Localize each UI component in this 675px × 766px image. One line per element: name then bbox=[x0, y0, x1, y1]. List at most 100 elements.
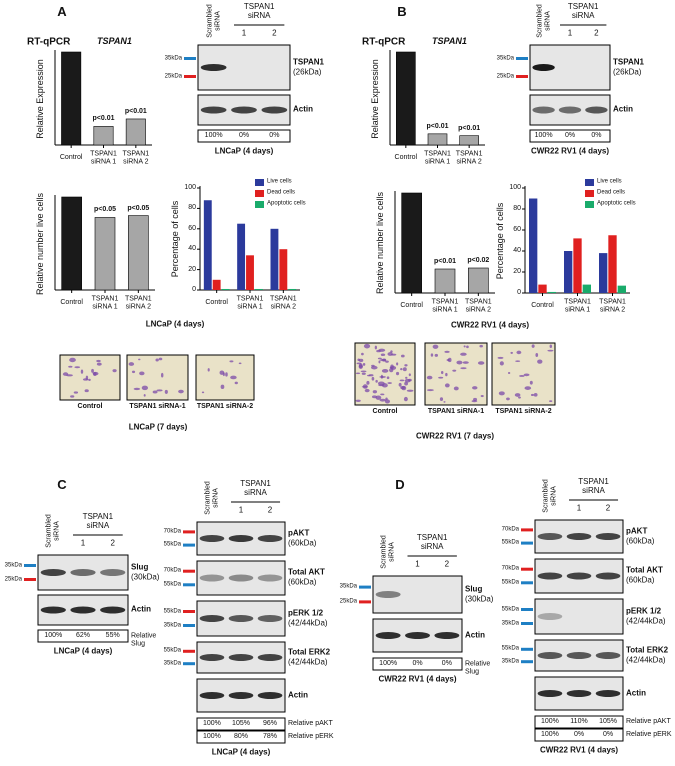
chart-caption: CWR22 RV1 (4 days) bbox=[450, 320, 530, 330]
image-label: Control bbox=[77, 403, 103, 411]
image-caption: CWR22 RV1 (7 days) bbox=[415, 431, 495, 441]
protein-size: (30kDa) bbox=[465, 594, 494, 604]
bar bbox=[434, 268, 456, 294]
quant-label: Relative pERK bbox=[626, 731, 672, 739]
band bbox=[200, 106, 227, 114]
lane-label: Scrambled siRNA bbox=[535, 4, 551, 38]
group-label: TSPAN1 siRNA bbox=[567, 2, 599, 20]
cell bbox=[523, 373, 530, 377]
protein-size: (42/44kDa) bbox=[626, 655, 666, 665]
cell bbox=[533, 393, 538, 397]
marker-label: 35kDa bbox=[496, 55, 514, 62]
lane-number: 2 bbox=[594, 28, 599, 38]
protein-label: pERK 1/2 bbox=[288, 608, 324, 618]
cell bbox=[379, 398, 386, 402]
lane-number: 1 bbox=[576, 503, 582, 513]
band bbox=[228, 654, 254, 661]
blot-row bbox=[196, 560, 286, 596]
protein-label: pAKT bbox=[626, 526, 648, 536]
marker-label: 25kDa bbox=[164, 73, 182, 80]
band bbox=[434, 632, 460, 639]
micrograph bbox=[126, 354, 189, 401]
cell bbox=[463, 345, 466, 348]
cell bbox=[549, 400, 553, 402]
lane-number: 2 bbox=[605, 503, 611, 513]
group-label: TSPAN1 siRNA bbox=[416, 533, 448, 551]
protein-size: (42/44kDa) bbox=[288, 618, 328, 628]
protein-size: (60kDa) bbox=[288, 538, 317, 548]
lane-number: 2 bbox=[110, 538, 115, 548]
cell bbox=[440, 371, 444, 375]
cell bbox=[158, 357, 163, 361]
legend-swatch bbox=[585, 190, 594, 197]
image-label: TSPAN1 siRNA-2 bbox=[196, 403, 254, 411]
quant-row bbox=[529, 129, 611, 143]
cell bbox=[360, 370, 367, 373]
band bbox=[585, 106, 608, 114]
cell bbox=[443, 401, 446, 403]
bar bbox=[538, 284, 547, 293]
band bbox=[228, 692, 254, 699]
bar bbox=[288, 288, 297, 290]
bar bbox=[468, 267, 489, 294]
blot-caption: CWR22 RV1 (4 days) bbox=[378, 674, 457, 684]
y-tick-label: 0 bbox=[192, 286, 196, 294]
quant-value: 0% bbox=[238, 132, 250, 140]
bar bbox=[94, 217, 116, 291]
cell bbox=[547, 349, 554, 352]
cell bbox=[143, 393, 146, 397]
cell bbox=[515, 360, 521, 362]
cell bbox=[452, 369, 457, 372]
protein-label: Slug bbox=[131, 562, 149, 572]
marker-label: 25kDa bbox=[339, 598, 357, 605]
cell bbox=[466, 345, 469, 349]
cell bbox=[514, 393, 521, 397]
quant-row bbox=[196, 717, 286, 731]
marker-label: 55kDa bbox=[501, 646, 519, 652]
micrograph bbox=[195, 354, 255, 401]
protein-label: pERK 1/2 bbox=[626, 606, 662, 616]
cell bbox=[524, 386, 532, 390]
cell bbox=[385, 397, 388, 401]
cell bbox=[155, 358, 159, 362]
cell bbox=[139, 371, 145, 376]
quant-row bbox=[534, 728, 624, 742]
micrograph bbox=[491, 342, 556, 406]
cell bbox=[390, 350, 393, 353]
cell bbox=[438, 376, 444, 379]
band bbox=[100, 569, 126, 576]
y-axis-label: Relative Expression bbox=[35, 58, 46, 139]
y-tick-label: 0 bbox=[517, 289, 521, 297]
cell bbox=[460, 367, 467, 370]
x-tick-label: Control bbox=[205, 299, 228, 307]
lane-number: 1 bbox=[567, 28, 573, 38]
bar bbox=[459, 135, 479, 146]
blot-caption: CWR22 RV1 (4 days) bbox=[530, 146, 610, 156]
cell bbox=[96, 362, 102, 366]
cell bbox=[400, 354, 405, 358]
cell bbox=[477, 361, 485, 365]
quant-value: 80% bbox=[233, 733, 249, 741]
cell bbox=[426, 375, 433, 380]
band bbox=[566, 533, 592, 540]
cell bbox=[201, 391, 205, 394]
y-tick-label: 100 bbox=[184, 184, 196, 192]
bar bbox=[396, 51, 416, 146]
band bbox=[537, 533, 563, 540]
x-tick-label: TSPAN1 siRNA 1 bbox=[431, 298, 459, 313]
image-caption: LNCaP (7 days) bbox=[128, 422, 188, 432]
quant-value: 0% bbox=[412, 660, 423, 668]
cell bbox=[62, 372, 69, 376]
cell bbox=[387, 382, 392, 384]
cell bbox=[390, 364, 394, 369]
quant-label: Relative pERK bbox=[288, 733, 334, 741]
x-tick-label: TSPAN1 siRNA 1 bbox=[564, 298, 591, 313]
bar bbox=[93, 126, 114, 146]
band bbox=[70, 569, 96, 576]
cell bbox=[498, 391, 505, 396]
band bbox=[199, 574, 225, 582]
panel-letter: B bbox=[397, 3, 407, 19]
x-tick-label: Control bbox=[400, 302, 423, 310]
